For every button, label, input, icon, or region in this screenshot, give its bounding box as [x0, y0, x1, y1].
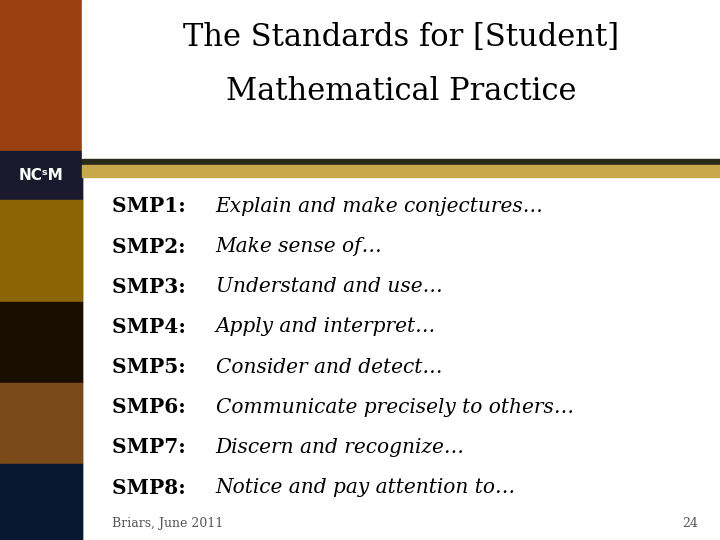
Text: SMP7:: SMP7:	[112, 437, 192, 457]
Bar	[0, 151, 82, 200]
Bar	[0, 200, 82, 302]
Text: Discern and recognize…: Discern and recognize…	[216, 438, 465, 457]
Text: NCˢM: NCˢM	[19, 168, 63, 183]
Text: SMP3:: SMP3:	[112, 276, 192, 296]
Bar	[0, 464, 82, 540]
Bar	[0, 302, 82, 383]
Text: Consider and detect…: Consider and detect…	[216, 357, 442, 376]
Bar	[0, 0, 82, 540]
Text: Notice and pay attention to…: Notice and pay attention to…	[216, 478, 516, 497]
Bar	[82, 0, 720, 159]
Text: Briars, June 2011: Briars, June 2011	[112, 517, 223, 530]
Text: The Standards for [Student]: The Standards for [Student]	[183, 22, 619, 53]
Text: Apply and interpret…: Apply and interpret…	[216, 318, 436, 336]
Text: 24: 24	[683, 517, 698, 530]
Text: SMP1:: SMP1:	[112, 197, 192, 217]
Text: SMP2:: SMP2:	[112, 237, 192, 256]
Bar	[0, 0, 82, 151]
Text: Mathematical Practice: Mathematical Practice	[226, 76, 576, 107]
Text: SMP8:: SMP8:	[112, 477, 192, 497]
Text: Understand and use…: Understand and use…	[216, 277, 443, 296]
Text: SMP5:: SMP5:	[112, 357, 192, 377]
Bar	[0, 383, 82, 464]
Text: Explain and make conjectures…: Explain and make conjectures…	[216, 197, 544, 216]
Bar	[82, 159, 720, 165]
Text: SMP4:: SMP4:	[112, 317, 192, 337]
Text: SMP6:: SMP6:	[112, 397, 192, 417]
Text: Communicate precisely to others…: Communicate precisely to others…	[216, 397, 574, 417]
Bar	[82, 165, 720, 177]
Text: Make sense of…: Make sense of…	[215, 237, 382, 256]
